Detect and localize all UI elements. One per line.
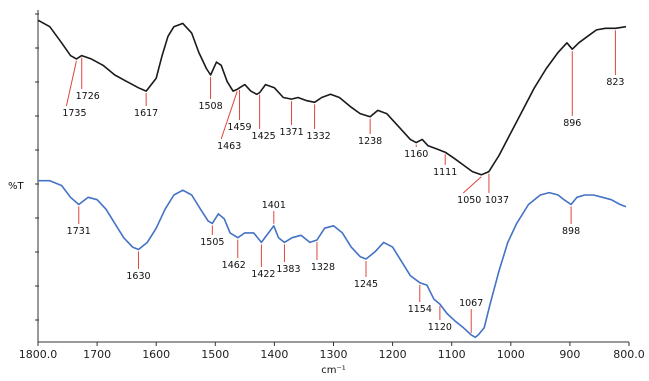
peak-label: 1735 — [62, 108, 86, 119]
peak-label: 1425 — [252, 131, 276, 142]
x-tick-label: 900 — [559, 348, 580, 361]
y-axis-label: %T — [8, 181, 25, 192]
peak-label: 1332 — [306, 131, 330, 142]
peak-label: 1383 — [276, 264, 300, 275]
peak-label: 1401 — [262, 200, 286, 211]
peak-label: 1067 — [459, 298, 483, 309]
peak-label: 1328 — [311, 262, 335, 273]
axes: 1800.0 1700 1600 1500 1400 1300 1200 1100 1000 90… — [19, 10, 645, 361]
x-tick-label: 1300 — [320, 348, 348, 361]
x-tick-label: 800.0 — [613, 348, 645, 361]
peak-marker — [65, 60, 77, 107]
x-tick-label: 1500 — [201, 348, 229, 361]
peak-label: 1505 — [200, 237, 224, 248]
peak-label: 1111 — [433, 167, 457, 178]
x-tick-label: 1600 — [142, 348, 170, 361]
peak-label: 1726 — [76, 91, 100, 102]
peak-label: 1050 — [457, 195, 481, 206]
peak-label: 1462 — [222, 260, 246, 271]
spectrum-line-2 — [38, 179, 627, 339]
x-axis-label: cm⁻¹ — [321, 365, 346, 376]
peak-label: 823 — [606, 77, 624, 88]
peak-label: 1245 — [354, 279, 378, 290]
peak-label: 1037 — [485, 195, 509, 206]
x-tick-label: 1800.0 — [19, 348, 58, 361]
peak-label: 1617 — [134, 108, 158, 119]
peak-marker — [462, 176, 482, 194]
series-layer — [37, 19, 627, 339]
peak-marker — [220, 91, 238, 140]
x-tick-label: 1400 — [260, 348, 288, 361]
x-tick-label: 1100 — [438, 348, 466, 361]
peak-label: 1120 — [428, 322, 452, 333]
x-tick-label: 1700 — [83, 348, 111, 361]
peak-label: 1422 — [251, 269, 275, 280]
x-tick-label: 1000 — [497, 348, 525, 361]
peak-label: 898 — [562, 226, 580, 237]
peak-label: 1459 — [227, 122, 251, 133]
peak-label: 1731 — [67, 226, 91, 237]
spectrum-line-1 — [37, 19, 627, 176]
peak-label: 1630 — [126, 271, 150, 282]
peak-label: 1371 — [279, 127, 303, 138]
x-tick-label: 1200 — [379, 348, 407, 361]
peak-label: 1154 — [408, 304, 432, 315]
peak-label: 1508 — [198, 101, 222, 112]
peak-label: 1238 — [358, 136, 382, 147]
peak-label: 1463 — [217, 141, 241, 152]
peak-label: 896 — [563, 118, 581, 129]
peak-label: 1160 — [404, 149, 428, 160]
